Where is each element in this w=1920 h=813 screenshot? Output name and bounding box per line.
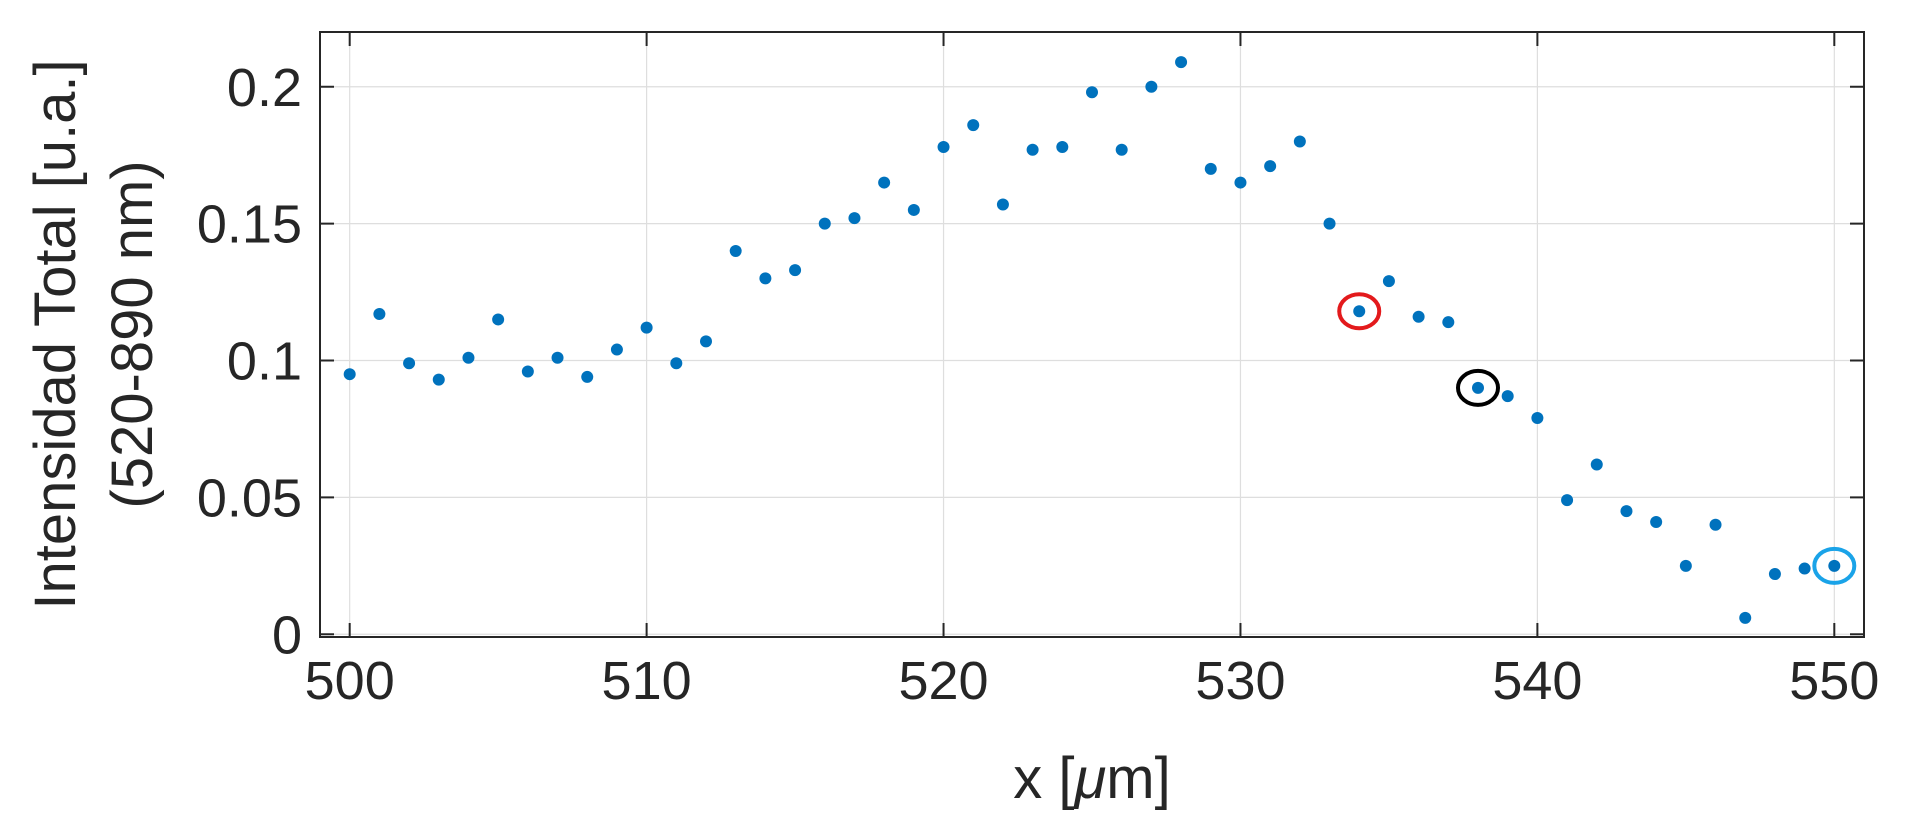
data-point <box>1709 518 1722 531</box>
data-point <box>1026 143 1039 156</box>
x-tick-label: 530 <box>1195 651 1285 711</box>
data-point <box>1293 135 1306 148</box>
data-point <box>1056 140 1069 153</box>
data-point <box>670 357 683 370</box>
data-point <box>878 176 891 189</box>
data-point <box>967 119 980 132</box>
data-point <box>1086 86 1098 99</box>
data-point <box>1561 494 1574 507</box>
y-axis-label: Intensidad Total [u.a.] (520-890 nm) <box>23 59 165 609</box>
data-point <box>462 351 475 364</box>
data-point <box>1204 162 1217 175</box>
plot-area-frame <box>319 31 1865 638</box>
data-points <box>343 56 1841 624</box>
data-point <box>1442 316 1455 329</box>
data-point <box>1382 275 1395 288</box>
data-point <box>729 245 742 258</box>
x-tick-label: 550 <box>1789 651 1879 711</box>
data-point <box>1650 516 1663 529</box>
data-point <box>373 307 386 320</box>
y-tick-label: 0.15 <box>197 195 302 255</box>
data-point <box>1472 381 1484 394</box>
y-tick-label: 0 <box>272 605 302 665</box>
y-tick-label: 0.1 <box>227 332 302 392</box>
y-tick-label: 0.05 <box>197 468 302 528</box>
highlight-circles <box>1337 292 1857 585</box>
data-point <box>759 272 772 285</box>
highlight-circle <box>1456 368 1500 407</box>
data-point <box>1175 56 1188 69</box>
grid <box>320 32 1864 637</box>
data-point <box>1739 611 1752 624</box>
data-point <box>403 357 416 370</box>
data-point <box>1620 505 1633 518</box>
data-point <box>848 212 861 225</box>
data-point <box>610 343 623 356</box>
data-point <box>581 370 594 383</box>
data-point <box>1145 80 1158 93</box>
x-tick-label: 500 <box>305 651 395 711</box>
data-point <box>1264 160 1277 173</box>
data-point <box>1798 562 1811 575</box>
data-point <box>1531 411 1544 424</box>
x-tick-label: 520 <box>898 651 988 711</box>
y-axis-label-line2: (520-890 nm) <box>100 160 165 508</box>
data-point <box>492 313 505 326</box>
data-point <box>1412 310 1425 323</box>
data-point <box>996 198 1009 211</box>
data-point <box>1501 390 1514 403</box>
data-point <box>640 321 653 334</box>
highlight-circle <box>1337 292 1382 331</box>
data-point <box>937 140 950 153</box>
data-point <box>1234 176 1247 189</box>
x-tick-label: 540 <box>1492 651 1582 711</box>
data-point <box>907 203 920 216</box>
data-point <box>521 365 534 378</box>
data-point <box>1115 143 1128 156</box>
x-tick-labels: 500 510 520 530 540 550 <box>305 651 1880 711</box>
data-point <box>343 368 356 381</box>
data-point <box>1590 458 1603 471</box>
data-point <box>1828 559 1841 572</box>
highlight-circle <box>1812 546 1857 585</box>
data-point <box>1679 559 1692 572</box>
data-point <box>1323 217 1336 230</box>
data-point <box>818 217 831 230</box>
tick-marks <box>320 32 1864 637</box>
data-point <box>789 264 802 277</box>
y-axis-label-line1: Intensidad Total [u.a.] <box>23 59 88 609</box>
data-point <box>551 351 564 364</box>
x-axis-label: x [μm] <box>1013 746 1170 811</box>
data-point <box>1768 568 1781 581</box>
data-point <box>432 373 445 386</box>
data-point <box>1353 305 1366 318</box>
x-tick-label: 510 <box>602 651 692 711</box>
data-point <box>700 335 712 348</box>
y-tick-labels: 0 0.05 0.1 0.15 0.2 <box>197 58 302 666</box>
y-tick-label: 0.2 <box>227 58 302 118</box>
